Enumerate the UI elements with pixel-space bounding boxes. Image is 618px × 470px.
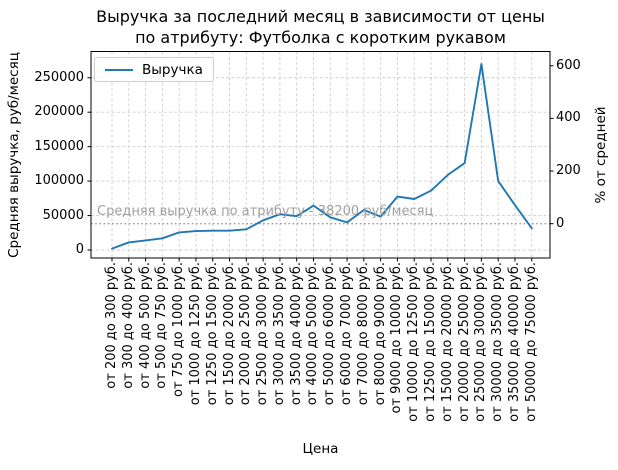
legend-line-sample (105, 68, 133, 71)
y-tick-label-right: 400 (556, 110, 581, 126)
x-tick-label: от 6000 до 7000 руб. (339, 262, 355, 406)
x-tick-label: от 2000 до 2500 руб. (238, 262, 254, 406)
x-axis-label: Цена (302, 441, 339, 457)
y-tick-label-left: 200000 (34, 104, 84, 120)
x-tick-label: от 500 до 750 руб. (154, 262, 170, 389)
x-tick-label: от 5000 до 6000 руб. (322, 262, 338, 406)
legend-label: Выручка (142, 61, 203, 78)
x-tick-label: от 20000 до 25000 руб. (456, 262, 472, 422)
x-tick-label: от 200 до 300 руб. (104, 262, 119, 389)
legend: Выручка (94, 57, 214, 82)
y-tick-label-left: 0 (75, 242, 84, 257)
x-tick-label: от 50000 до 75000 руб. (523, 262, 539, 422)
chart-title: Выручка за последний месяц в зависимости… (96, 7, 545, 48)
revenue-line (111, 63, 533, 250)
x-tick-label: от 300 до 400 руб. (120, 262, 136, 389)
y-axis-label-left: Средняя выручка, руб/месяц (6, 52, 22, 258)
y-tick-label-right: 600 (556, 57, 581, 73)
y-tick-label-left: 150000 (34, 138, 84, 154)
y-tick-label-left: 250000 (34, 69, 84, 85)
x-tick-label: от 30000 до 35000 руб. (490, 262, 506, 422)
y-tick-label-left: 100000 (34, 173, 84, 189)
x-tick-label: от 9000 до 10000 руб. (389, 262, 405, 414)
x-tick-label: от 12500 до 15000 руб. (423, 262, 438, 422)
x-tick-label: от 2500 до 3000 руб. (255, 262, 271, 406)
x-tick-label: от 4000 до 5000 руб. (305, 262, 321, 406)
x-tick-label: от 8000 до 9000 руб. (372, 262, 388, 406)
x-tick-label: от 10000 до 12500 руб. (406, 262, 422, 422)
y-tick-label-left: 50000 (42, 207, 84, 223)
x-tick-label: от 35000 до 40000 руб. (506, 262, 522, 422)
x-tick-label: от 3000 до 3500 руб. (271, 262, 287, 406)
plot-border (90, 51, 551, 259)
x-tick-label: от 750 до 1000 руб. (171, 262, 187, 397)
x-tick-label: от 1000 до 1250 руб. (187, 262, 203, 406)
mean-annotation: Средняя выручка по атрибуту - 38200 руб/… (97, 204, 434, 219)
y-axis-label-right: % от средней (593, 106, 609, 204)
y-tick-label-right: 0 (556, 215, 565, 231)
x-tick-label: от 15000 до 20000 руб. (439, 262, 455, 422)
x-tick-label: от 1250 до 1500 руб. (204, 262, 220, 406)
x-tick-label: от 400 до 500 руб. (137, 262, 153, 389)
x-tick-label: от 3500 до 4000 руб. (288, 262, 304, 406)
x-tick-label: от 1500 до 2000 руб. (221, 262, 237, 406)
x-tick-label: от 25000 до 30000 руб. (473, 262, 489, 422)
x-tick-label: от 7000 до 8000 руб. (355, 262, 371, 406)
y-tick-label-right: 200 (556, 163, 581, 179)
